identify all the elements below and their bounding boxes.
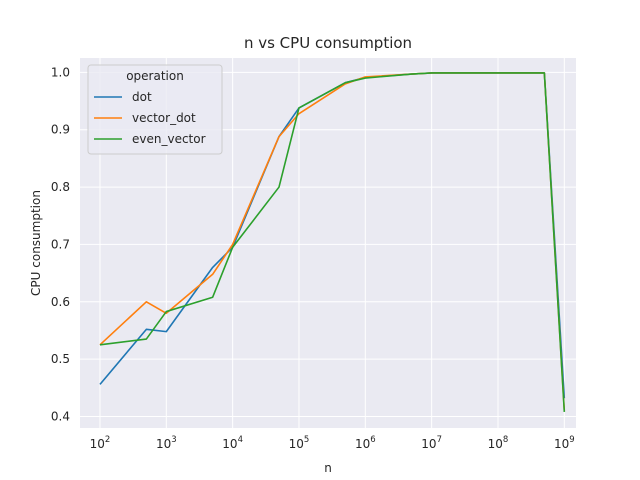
y-tick-label: 0.5 [51,352,70,366]
x-tick-labels: 102 103 104 105 106 107 108 109 [90,435,575,451]
legend-item-even-vector: even_vector [94,132,206,146]
x-tick-label: 106 [355,435,376,451]
y-tick-label: 0.9 [51,123,70,137]
x-tick-label: 102 [90,435,111,451]
legend-label: even_vector [132,132,206,146]
y-tick-label: 0.7 [51,237,70,251]
legend-label: dot [132,90,152,104]
y-tick-label: 0.8 [51,180,70,194]
x-tick-label: 108 [488,435,509,451]
x-tick-label: 104 [222,435,243,451]
series-line-even-vector [99,72,566,412]
legend-label: vector_dot [132,111,196,125]
series-lines [99,72,566,412]
x-tick-label: 103 [156,435,177,451]
y-tick-labels: 0.4 0.5 0.6 0.7 0.8 0.9 1.0 [51,65,70,423]
y-tick-label: 0.6 [51,295,70,309]
legend-items: dot vector_dot even_vector [94,90,206,146]
chart-title: n vs CPU consumption [244,34,412,52]
legend: operation dot vector_dot even_vector [87,64,223,155]
x-tick-label: 105 [289,435,310,451]
x-axis-label: n [324,461,332,475]
y-axis-label: CPU consumption [29,190,43,296]
y-tick-label: 1.0 [51,65,70,79]
x-tick-label: 107 [421,435,442,451]
x-tick-label: 109 [554,435,575,451]
grid-lines [80,58,576,428]
legend-item-dot: dot [94,90,152,104]
y-tick-label: 0.4 [51,410,70,424]
legend-title: operation [126,69,184,83]
legend-box [87,64,223,155]
legend-item-vector-dot: vector_dot [94,111,196,125]
